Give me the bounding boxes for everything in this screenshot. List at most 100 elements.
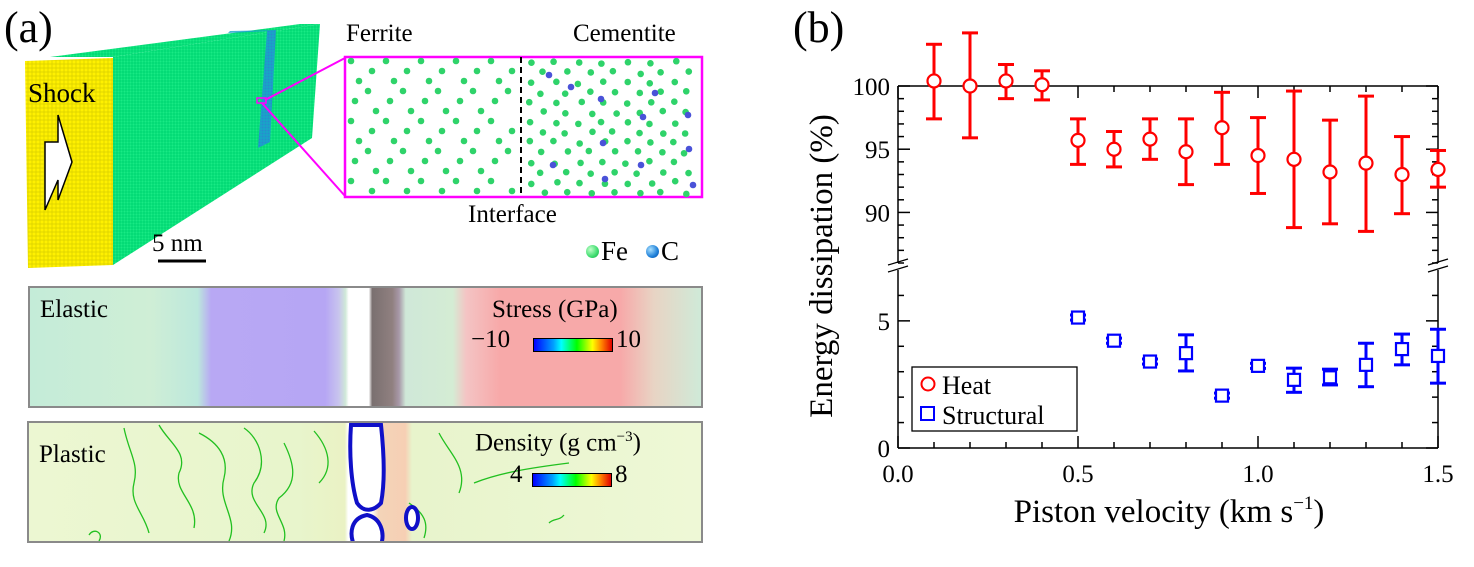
density-colorbar-title: Density (g cm−3) [475,429,641,457]
fe-atom [622,160,629,167]
y-tick-label-upper: 95 [865,137,890,164]
fe-atom [576,179,583,187]
fe-atom [539,68,546,76]
heat-point [1358,155,1374,171]
fe-atom [403,127,411,135]
fe-atom [347,117,355,125]
fe-atom [671,177,679,185]
fe-atom [611,168,618,176]
fe-atom [670,158,678,166]
heat-point [962,78,978,94]
fe-atom [382,57,390,65]
fe-atom [364,87,372,95]
heat-point [1034,77,1050,93]
fe-atom [671,98,678,106]
box-side-face [113,24,320,265]
structural-point [1214,388,1230,403]
structural-point [1250,358,1266,373]
c-atom-icon [646,245,659,258]
fe-atom [452,57,460,65]
heat-point [926,73,942,89]
fe-atom [647,139,654,146]
fe-atom [473,187,481,195]
fe-atom [647,60,654,67]
fe-atom [624,137,631,145]
plastic-label: Plastic [39,441,106,468]
fe-atom [487,57,495,65]
fe-atom [477,167,485,175]
structural-point [1322,370,1338,385]
heat-point [1106,141,1122,157]
fe-atom [456,97,464,105]
x-tick-label: 0.0 [882,461,913,488]
x-axis-label-text: Piston velocity (km s [1014,494,1294,530]
fe-atom [561,130,568,137]
c-atom [639,113,647,121]
fe-atom [646,157,653,165]
fe-atom [637,70,644,78]
fe-atom [588,190,596,197]
fe-atom [672,57,680,65]
fe-atom [624,180,632,188]
fe-atom [403,67,411,75]
fe-atom [355,137,363,145]
fe-atom [656,188,664,196]
density-colorbar-min: 4 [510,461,523,488]
c-atom [567,83,575,91]
fe-atom [657,69,664,76]
c-atom [685,145,693,153]
chart-legend: Heat Structural [911,366,1078,432]
panel-a-label: (a) [4,3,53,52]
fe-atom [564,68,571,75]
atomic-structure-inset [343,55,704,199]
fe-atom [382,117,390,125]
fe-atom [624,58,632,66]
fe-atom [562,109,569,117]
fe-atom [554,178,561,186]
fe-atom [491,97,499,105]
legend-heat-marker [920,376,936,392]
fe-atom [589,128,596,136]
fe-atom [508,67,516,75]
fe-atom [438,127,446,135]
c-atom [684,111,692,119]
heat-point [1178,144,1194,160]
x-axis-label-superscript: −1 [1293,493,1313,514]
fe-atom [403,187,411,195]
c-atom [549,161,557,169]
fe-atom [536,169,544,177]
plastic-density-map: Plastic Density (g cm−3) 4 8 [27,421,703,543]
fe-atom [685,169,692,177]
x-axis-label: Piston velocity (km s−1) [1014,493,1325,530]
fe-atom [623,100,631,107]
scale-bar-label: 5 nm [152,230,203,257]
fe-atom [550,137,557,145]
fe-atom [648,180,656,187]
fe-atom [540,108,548,115]
stress-colorbar-max: 10 [616,326,641,353]
interface-band-top [228,30,276,33]
fe-atom [587,170,594,178]
density-title-superscript: −3 [616,429,633,445]
inset-frame [343,55,704,199]
energy-dissipation-chart: 0.0 0.5 1.0 1.5 90 95 100 0 5 Energy dissipation… [804,31,1454,530]
c-atom [597,95,605,103]
structural-point [1394,341,1410,357]
fe-atom [460,137,468,145]
fe-atom [508,127,516,135]
density-colorbar-max: 8 [615,461,628,488]
fe-atom [491,157,499,165]
axis-break-mark [1427,258,1449,266]
void-lower [349,512,385,541]
x-axis-label-end: ) [1313,494,1324,530]
fe-atom [390,77,398,85]
fe-atom [578,98,586,106]
fe-atom [636,89,644,97]
fe-atom [587,88,594,96]
fe-atom [539,129,547,136]
fe-atom [660,130,667,137]
fe-atom [611,88,619,96]
fe-atom [473,127,481,135]
density-title-end: ) [632,429,641,457]
fe-atom [598,60,605,67]
